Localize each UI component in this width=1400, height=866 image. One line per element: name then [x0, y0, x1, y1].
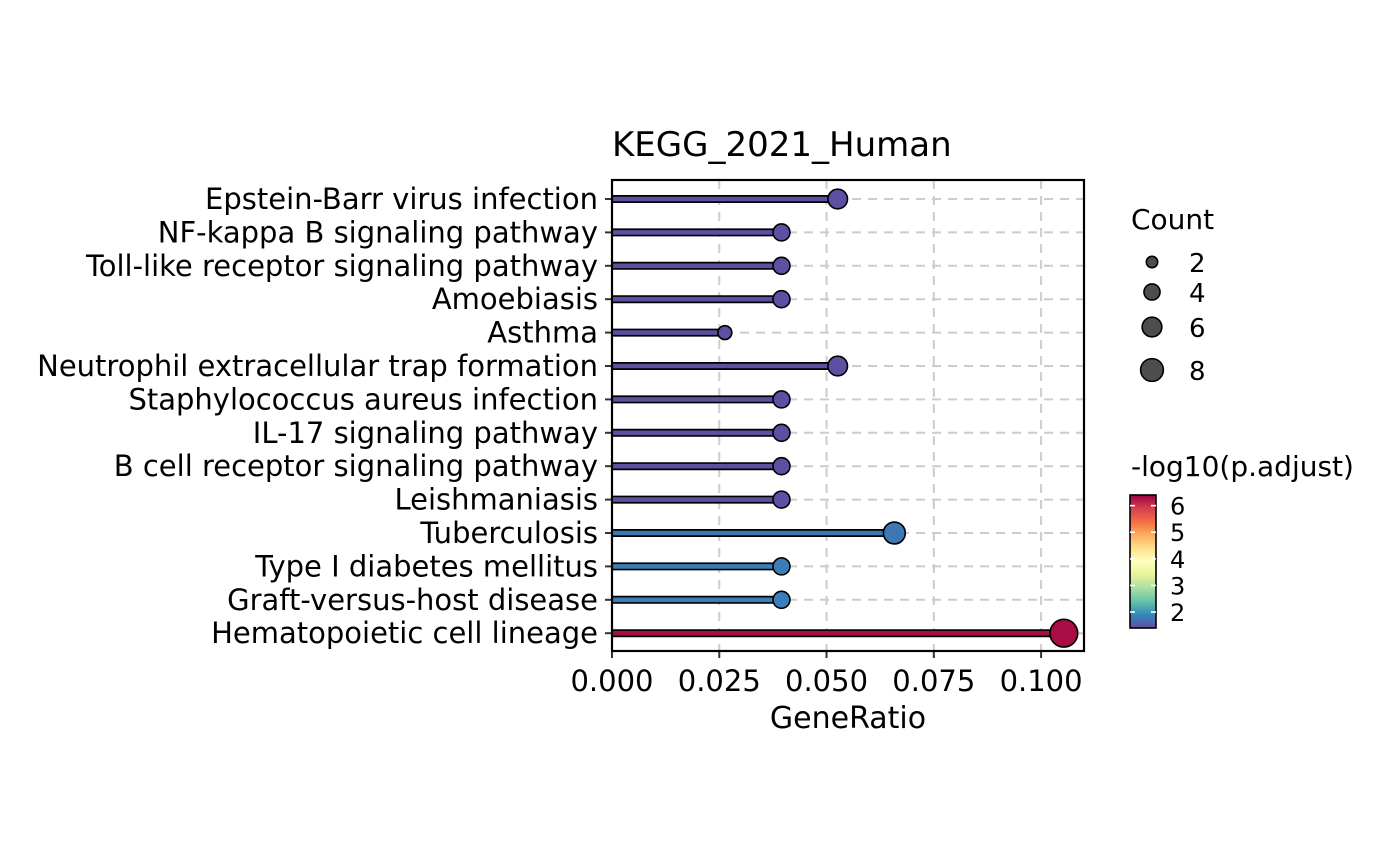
size-legend-label: 2 [1189, 249, 1206, 279]
y-tick-label: NF-kappa B signaling pathway [158, 215, 598, 249]
lollipop-dot [772, 390, 791, 409]
size-legend-key [1141, 316, 1163, 338]
lollipop-dot [772, 456, 791, 476]
y-tick-label: Graft-versus-host disease [227, 583, 598, 617]
y-tick-label: Type I diabetes mellitus [254, 549, 598, 583]
y-tick-label: IL-17 signaling pathway [253, 416, 598, 450]
x-tick-label: 0.075 [892, 664, 975, 698]
lollipop-dot [882, 521, 907, 545]
x-axis-title: GeneRatio [770, 701, 926, 736]
lollipop-dot [1049, 618, 1079, 648]
lollipop-dot [772, 256, 791, 276]
size-legend-label: 6 [1189, 314, 1206, 344]
x-tick-label: 0.000 [570, 664, 653, 698]
grid-lines [611, 180, 1084, 651]
size-legend-label: 4 [1189, 279, 1206, 309]
y-tick-label: Amoebiasis [432, 282, 598, 316]
y-tick-label: Leishmaniasis [394, 483, 598, 517]
lollipop-stems [612, 195, 1064, 638]
y-tick-label: Staphylococcus aureus infection [128, 382, 598, 416]
color-legend-label: 3 [1170, 572, 1185, 600]
x-tick-label: 0.025 [678, 664, 761, 698]
size-legend-key [1143, 283, 1161, 301]
size-legend-key [1145, 255, 1159, 269]
size-legend-key [1139, 357, 1165, 383]
x-axis-ticks: 0.000 0.025 0.050 0.075 0.100 [570, 651, 1083, 698]
y-tick-label: Epstein-Barr virus infection [205, 182, 598, 216]
lollipop-dot [827, 355, 849, 377]
color-legend-label: 4 [1170, 546, 1185, 574]
color-legend-title: -log10(p.adjust) [1131, 450, 1354, 483]
lollipop-dot [827, 188, 849, 210]
size-legend: Count 24 6 8 [1131, 203, 1214, 387]
lollipop-dot [772, 423, 791, 443]
lollipop-dot [772, 223, 791, 242]
size-legend-title: Count [1131, 203, 1214, 236]
color-legend-label: 5 [1170, 519, 1185, 547]
y-tick-label: Toll-like receptor signaling pathway [85, 249, 598, 283]
color-legend-label: 2 [1170, 599, 1185, 627]
y-tick-label: Hematopoietic cell lineage [211, 616, 598, 650]
lollipop-dot [772, 590, 791, 610]
y-tick-label: Asthma [487, 316, 598, 350]
x-tick-label: 0.050 [785, 664, 868, 698]
color-legend-label: 6 [1170, 493, 1185, 521]
size-legend-label: 8 [1189, 357, 1206, 387]
y-tick-label: Tuberculosis [419, 516, 598, 550]
lollipop-dot [772, 557, 791, 576]
chart-title: KEGG_2021_Human [612, 125, 952, 165]
lollipop-dot [772, 289, 791, 309]
y-tick-label: Neutrophil extracellular trap formation [37, 349, 598, 383]
lollipop-dot [772, 490, 791, 509]
plot-panel-border [610, 178, 1086, 653]
y-tick-label: B cell receptor signaling pathway [114, 449, 598, 483]
color-legend-bar [1129, 494, 1157, 629]
lollipop-dots [717, 188, 1079, 648]
x-tick-label: 0.100 [1000, 664, 1083, 698]
lollipop-dot [717, 324, 733, 341]
